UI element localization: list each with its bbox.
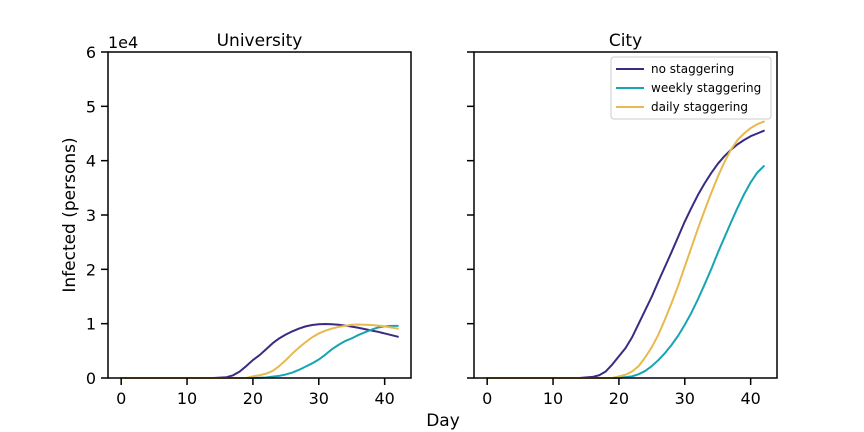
x-tick-label-university-10: 10 xyxy=(177,389,197,408)
y-tick-label-university-1: 1 xyxy=(86,315,96,334)
x-tick-label-university-30: 30 xyxy=(309,389,329,408)
series-line-university-weekly-staggering xyxy=(120,324,399,379)
x-tick-label-city-20: 20 xyxy=(609,389,629,408)
x-tick-label-university-40: 40 xyxy=(374,389,394,408)
series-line-city-weekly-staggering xyxy=(486,165,765,379)
y-tick-label-university-3: 3 xyxy=(86,206,96,225)
series-line-university-daily-staggering xyxy=(120,323,399,379)
legend-label-daily-staggering: daily staggering xyxy=(651,100,748,114)
x-tick-label-city-0: 0 xyxy=(482,389,492,408)
series-line-city-daily-staggering xyxy=(486,120,765,379)
legend-label-weekly-staggering: weekly staggering xyxy=(651,81,761,95)
y-tick-label-university-0: 0 xyxy=(86,369,96,388)
x-tick-label-university-0: 0 xyxy=(116,389,126,408)
x-tick-label-city-10: 10 xyxy=(543,389,563,408)
y-tick-label-university-6: 6 xyxy=(86,43,96,62)
x-tick-label-university-20: 20 xyxy=(243,389,263,408)
y-scale-label: 1e4 xyxy=(108,33,138,52)
panel-title-university: University xyxy=(217,31,303,51)
legend: no staggering weekly staggering daily st… xyxy=(610,56,772,120)
panel-university: 0 10 20 30 40 0 1 2 3 4 5 6 University xyxy=(86,31,412,408)
x-tick-label-city-40: 40 xyxy=(740,389,760,408)
series-line-university-no-staggering xyxy=(120,322,399,379)
y-tick-label-university-2: 2 xyxy=(86,260,96,279)
panel-title-city: City xyxy=(609,31,642,51)
x-tick-label-city-30: 30 xyxy=(675,389,695,408)
legend-label-no-staggering: no staggering xyxy=(651,62,734,76)
y-axis-label: Infected (persons) xyxy=(60,137,80,292)
y-tick-label-university-5: 5 xyxy=(86,97,96,116)
panel-city: 0 10 20 30 40 City xyxy=(467,31,778,408)
legend-frame xyxy=(610,56,772,120)
x-axis-label: Day xyxy=(426,411,460,431)
y-tick-label-university-4: 4 xyxy=(86,152,96,171)
